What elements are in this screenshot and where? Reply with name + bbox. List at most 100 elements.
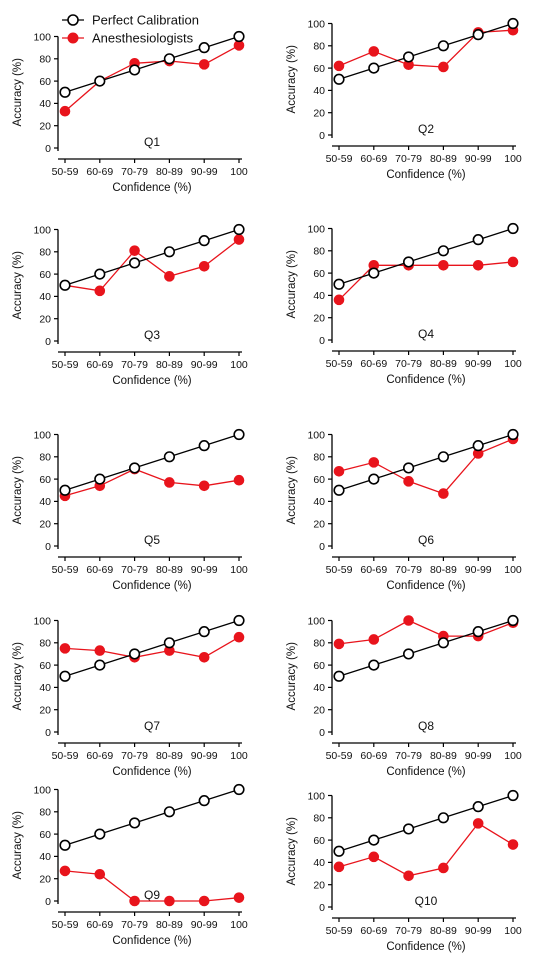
x-tick-label: 60-69: [86, 166, 113, 178]
panel-label: Q10: [415, 894, 438, 908]
panel-label: Q1: [144, 135, 160, 149]
x-tick-label: 100: [504, 925, 522, 937]
data-point-anesth: [333, 638, 345, 650]
panel-q7: 0 20 40 60 80 100 50-59 60-69 70-79 80-89 90-99 100…: [12, 614, 248, 778]
series-line-anesth: [338, 261, 514, 301]
series-line-anesth: [64, 870, 240, 902]
y-tick-label: 100: [33, 784, 51, 796]
y-tick-label: 80: [39, 247, 51, 259]
x-tick-label: 100: [504, 564, 522, 576]
panel-label: Q2: [418, 122, 434, 136]
data-point-perfect: [129, 462, 141, 474]
series-line-anesth: [64, 44, 240, 112]
data-point-perfect: [507, 428, 519, 441]
data-point-anesth: [129, 245, 140, 256]
panel-label: Q9: [144, 888, 160, 902]
x-tick-label: 80-89: [156, 919, 183, 931]
y-axis-title: Accuracy (%): [12, 811, 24, 880]
legend: Perfect Calibration Anesthesiologists: [62, 13, 199, 46]
y-axis-title: Accuracy (%): [286, 817, 298, 886]
y-tick-label: 60: [39, 269, 51, 281]
x-tick-label: 80-89: [430, 358, 457, 370]
data-point-perfect: [333, 484, 345, 496]
y-tick-label: 40: [39, 98, 51, 110]
x-tick-label: 90-99: [465, 358, 492, 370]
legend-perfect-label: Perfect Calibration: [92, 13, 199, 28]
series-line-perfect: [338, 433, 514, 491]
y-tick-label: 60: [313, 63, 325, 75]
y-tick-label: 60: [313, 660, 325, 672]
x-axis-title: Confidence (%): [112, 935, 191, 947]
data-point-perfect: [403, 648, 415, 660]
y-axis-title: Accuracy (%): [12, 251, 24, 320]
data-point-anesth: [59, 643, 71, 654]
data-point-anesth: [333, 861, 345, 873]
x-axis-title: Confidence (%): [386, 169, 465, 181]
x-tick-label: 80-89: [156, 166, 183, 178]
x-tick-label: 70-79: [121, 359, 148, 371]
data-point-perfect: [437, 812, 450, 824]
x-tick-label: 100: [230, 564, 248, 576]
y-tick-label: 20: [39, 519, 51, 531]
y-tick-label: 20: [313, 108, 325, 120]
y-tick-label: 80: [39, 54, 51, 66]
x-tick-label: 100: [230, 750, 248, 762]
y-tick-label: 40: [313, 682, 325, 694]
data-point-perfect: [94, 828, 106, 840]
data-point-perfect: [333, 73, 345, 85]
data-point-perfect: [59, 839, 71, 851]
y-tick-label: 100: [307, 429, 325, 441]
data-point-perfect: [437, 637, 450, 649]
y-tick-label: 20: [39, 705, 51, 717]
y-tick-label: 0: [45, 896, 51, 908]
x-tick-label: 70-79: [395, 358, 422, 370]
y-tick-label: 20: [313, 313, 325, 325]
y-tick-label: 40: [313, 85, 325, 97]
x-tick-label: 70-79: [121, 564, 148, 576]
series-line-perfect: [338, 22, 514, 80]
data-point-perfect: [59, 86, 71, 98]
x-axis-title: Confidence (%): [386, 374, 465, 386]
data-point-perfect: [507, 614, 519, 627]
data-point-perfect: [472, 801, 484, 813]
series-line-perfect: [64, 35, 240, 93]
x-tick-label: 70-79: [395, 153, 422, 165]
data-point-perfect: [198, 42, 210, 54]
x-tick-label: 50-59: [52, 750, 79, 762]
y-tick-label: 0: [319, 541, 325, 553]
x-tick-label: 50-59: [52, 359, 79, 371]
data-point-perfect: [233, 428, 245, 441]
panel-q10: 0 20 40 60 80 100 50-59 60-69 70-79 80-89 90-99 100…: [286, 789, 522, 953]
data-point-anesth: [333, 465, 345, 477]
data-point-perfect: [437, 451, 450, 463]
data-point-perfect: [163, 806, 175, 818]
y-tick-label: 40: [39, 291, 51, 303]
data-point-anesth: [164, 477, 175, 488]
x-axis-title: Confidence (%): [112, 182, 191, 194]
data-point-perfect: [94, 473, 106, 485]
y-tick-label: 100: [33, 224, 51, 236]
data-point-anesth: [198, 895, 210, 907]
x-tick-label: 100: [230, 166, 248, 178]
data-point-anesth: [438, 61, 449, 73]
data-point-perfect: [333, 670, 345, 682]
data-point-perfect: [507, 222, 519, 235]
panel-label: Q4: [418, 327, 434, 341]
data-point-perfect: [59, 484, 71, 496]
series-line-anesth: [338, 438, 514, 495]
x-tick-label: 50-59: [52, 564, 79, 576]
y-tick-label: 80: [313, 246, 325, 258]
series-line-anesth: [338, 29, 514, 68]
x-tick-label: 50-59: [326, 925, 353, 937]
y-tick-label: 100: [33, 31, 51, 43]
y-tick-label: 80: [39, 452, 51, 464]
x-tick-label: 100: [230, 919, 248, 931]
data-point-anesth: [368, 634, 380, 645]
y-tick-label: 80: [313, 41, 325, 53]
x-tick-label: 90-99: [191, 919, 218, 931]
panel-label: Q8: [418, 719, 434, 733]
x-tick-label: 50-59: [52, 166, 79, 178]
x-axis-title: Confidence (%): [386, 766, 465, 778]
y-tick-label: 0: [319, 335, 325, 347]
x-tick-label: 60-69: [86, 750, 113, 762]
